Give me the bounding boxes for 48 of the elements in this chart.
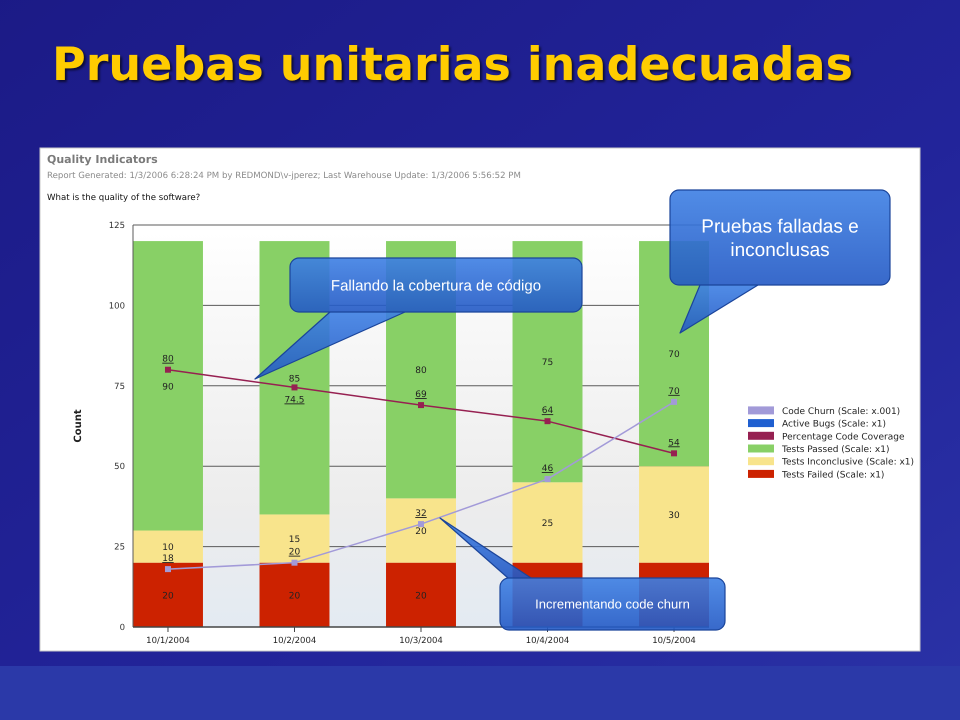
y-axis-title: Count (73, 409, 84, 443)
data-label: 85 (288, 374, 300, 384)
data-label: 64 (542, 406, 554, 416)
data-label: 20 (162, 591, 174, 602)
chart-title: Pruebas unitarias inadecuadas (52, 37, 853, 91)
legend-label: Code Churn (Scale: x.001) (782, 406, 900, 417)
data-label: 46 (542, 464, 554, 474)
data-label: 20 (415, 591, 427, 602)
data-label: 32 (415, 509, 427, 520)
data-label: 70 (668, 386, 680, 397)
data-label: 90 (162, 382, 174, 392)
data-label: 20 (415, 527, 427, 538)
y-tick-label: 25 (114, 542, 125, 553)
legend-label: Active Bugs (Scale: x1) (782, 420, 886, 430)
annotation: Pruebas falladas e inconclusas (701, 216, 859, 262)
data-label: 30 (668, 510, 680, 521)
x-tick-label: 10/1/2004 (146, 636, 190, 646)
data-label: 80 (162, 354, 174, 365)
data-label: 20 (288, 591, 300, 602)
legend-label: Percentage Code Coverage (782, 432, 905, 442)
data-label: 69 (415, 390, 427, 400)
text: Report Generated: 1/3/2006 6:28:24 PM by REDMOND\v-jperez; Last Warehouse Update: 1/3/2006 5:56:52 PM (47, 171, 521, 181)
y-tick-label: 100 (108, 301, 125, 312)
x-tick-label: 10/5/2004 (652, 636, 696, 646)
y-tick-label: 125 (108, 221, 125, 231)
annotation: Incrementando code churn (535, 596, 690, 612)
data-label: 18 (162, 554, 174, 564)
y-tick-label: 0 (120, 623, 125, 633)
legend-label: Tests Failed (Scale: x1) (781, 470, 884, 480)
data-label: 25 (542, 518, 554, 529)
legend-label: Tests Passed (Scale: x1) (781, 445, 890, 455)
data-label: 75 (542, 358, 554, 368)
legend-label: Tests Inconclusive (Scale: x1) (781, 458, 914, 468)
x-tick-label: 10/2/2004 (272, 636, 316, 646)
data-label: 80 (415, 366, 427, 376)
x-tick-label: 10/4/2004 (526, 636, 570, 646)
data-label: 70 (668, 350, 680, 360)
data-label: 20 (288, 548, 300, 558)
chart-subtitle: Quality Indicators (47, 153, 158, 166)
data-label: 10 (162, 543, 174, 554)
y-tick-label: 75 (114, 382, 125, 392)
x-tick-label: 10/3/2004 (399, 636, 443, 646)
data-label: 54 (668, 438, 680, 448)
y-tick-label: 50 (114, 462, 125, 472)
text: What is the quality of the software? (47, 193, 200, 203)
annotation: Fallando la cobertura de código (330, 277, 542, 294)
data-label: 15 (288, 535, 300, 546)
data-label: 74.5 (284, 395, 305, 406)
